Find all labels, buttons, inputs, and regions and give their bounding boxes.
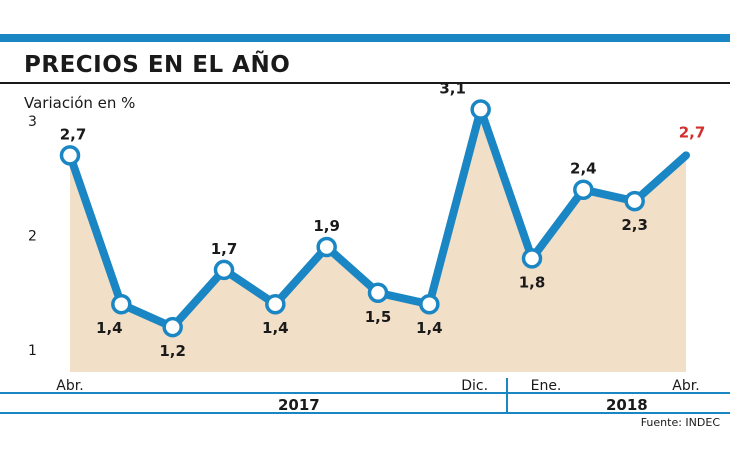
data-point	[367, 282, 389, 303]
data-points-layer	[59, 99, 645, 338]
data-label: 1,4	[262, 319, 289, 337]
data-label: 1,7	[211, 240, 238, 258]
year-2017-label: 2017	[278, 396, 320, 414]
source-credit: Fuente: INDEC	[640, 416, 720, 429]
y-axis-ticks: 1 2 3	[28, 114, 37, 359]
data-point	[419, 293, 440, 315]
data-point	[521, 248, 543, 269]
year-2018-label: 2018	[606, 396, 648, 414]
area-fill	[70, 109, 686, 373]
data-point	[111, 293, 132, 315]
data-point	[470, 99, 491, 120]
year-band	[0, 392, 730, 414]
data-label: 2,7	[679, 123, 706, 141]
data-label: 1,8	[519, 273, 546, 291]
data-label: 1,2	[159, 342, 186, 360]
y-tick-label: 3	[28, 114, 37, 130]
data-point	[265, 293, 286, 315]
y-axis-label: Variación en %	[24, 94, 136, 112]
y-tick-label: 1	[28, 343, 37, 359]
chart-title: PRECIOS EN EL AÑO	[24, 52, 291, 78]
data-labels-layer: 2,7 1,4 1,2 1,7 1,4 1,9 1,5 1,4 3,1 1,8 2,4 2,3 2,7	[60, 80, 706, 361]
data-label: 2,4	[570, 160, 597, 178]
x-axis-ticks: Abr. Dic. Ene. Abr.	[56, 378, 700, 412]
x-tick-label: Ene.	[531, 378, 562, 394]
x-tick-label: Abr.	[56, 378, 83, 394]
data-label: 1,5	[365, 308, 392, 326]
x-tick-label: Dic.	[461, 378, 488, 394]
x-tick-label: Abr.	[672, 378, 699, 394]
area-fill-layer	[70, 109, 686, 373]
data-label: 2,7	[60, 125, 87, 143]
data-point	[59, 145, 81, 166]
year-band-top-line	[0, 392, 730, 394]
data-label: 1,9	[313, 217, 340, 235]
data-label: 3,1	[439, 80, 466, 98]
data-point	[162, 316, 183, 338]
top-accent-bar	[0, 34, 730, 42]
data-label: 1,4	[96, 319, 123, 337]
data-point	[213, 259, 235, 281]
data-point	[573, 179, 594, 200]
y-tick-label: 2	[28, 229, 37, 245]
year-band-bottom-line	[0, 412, 730, 414]
data-point	[316, 236, 337, 258]
data-label: 1,4	[416, 319, 443, 337]
data-point	[624, 190, 645, 212]
data-label: 2,3	[621, 216, 648, 234]
title-divider	[0, 82, 730, 84]
